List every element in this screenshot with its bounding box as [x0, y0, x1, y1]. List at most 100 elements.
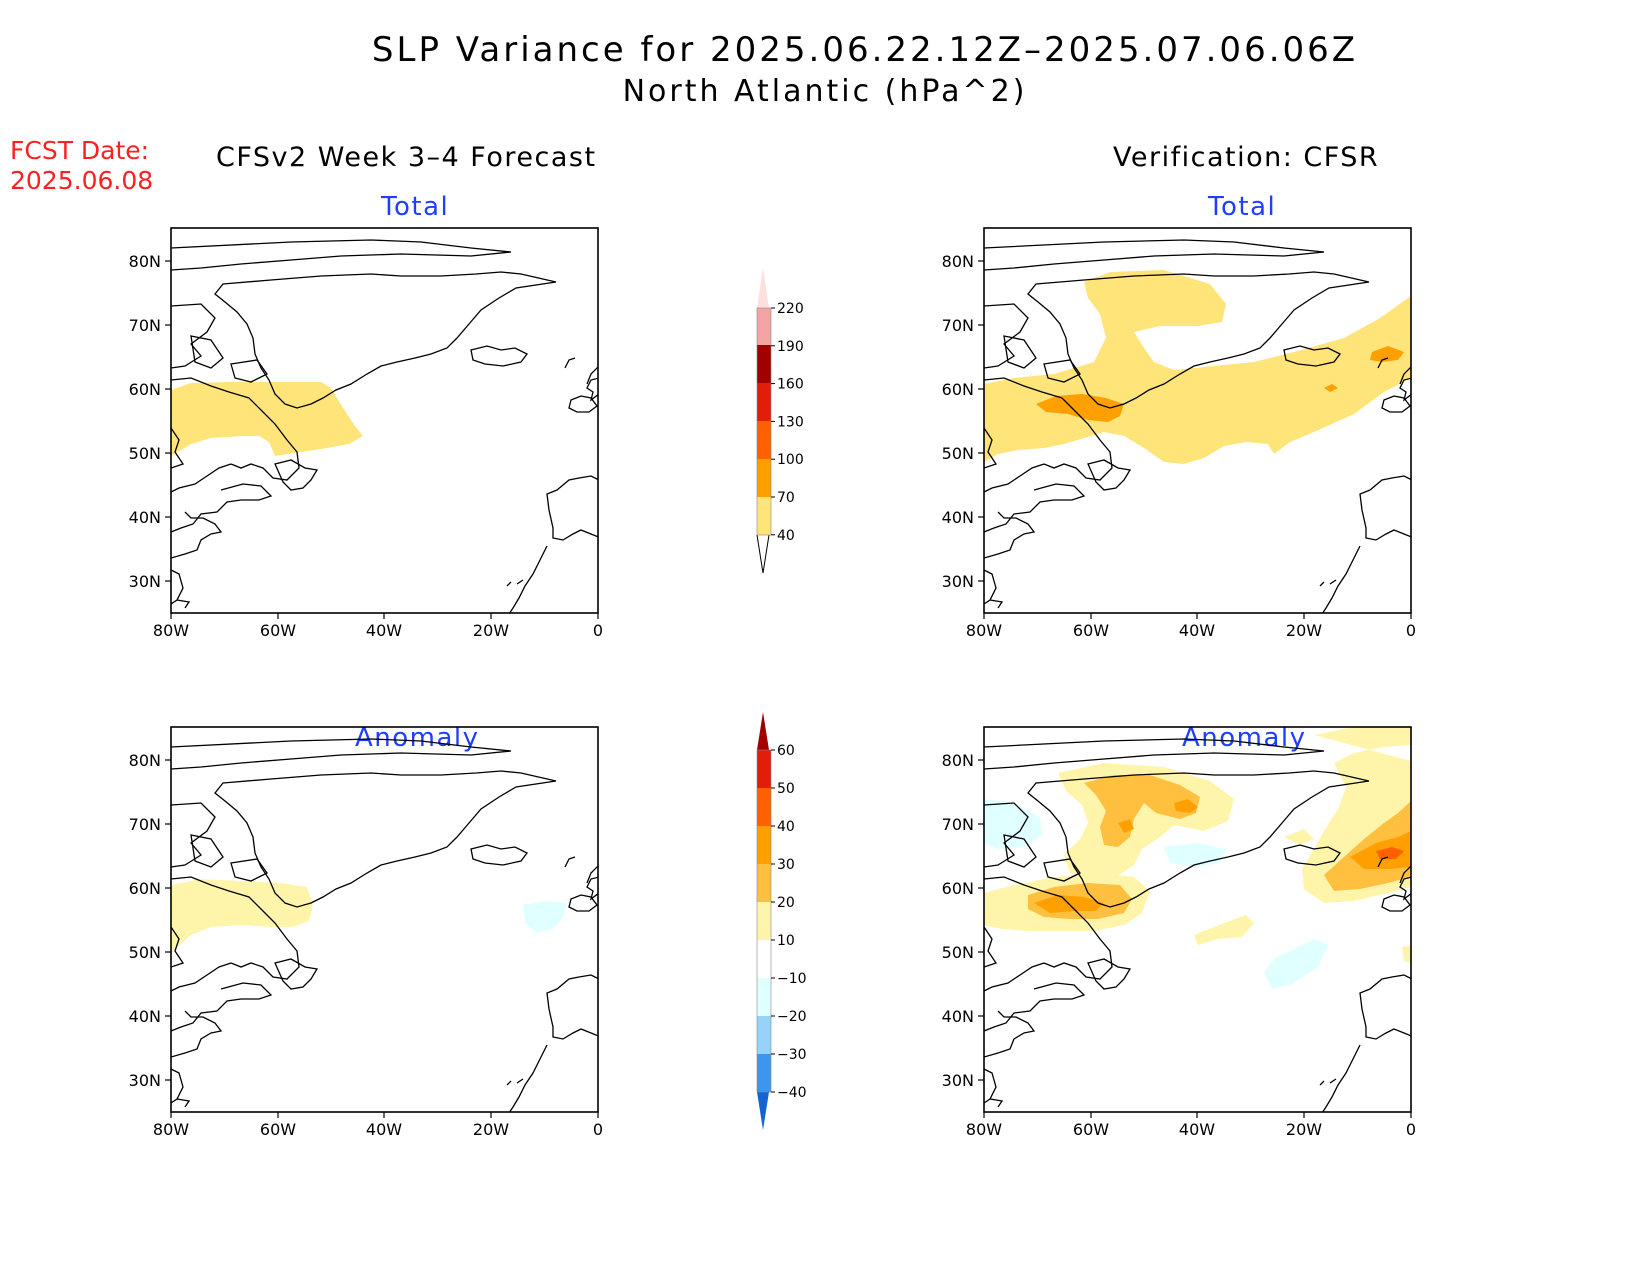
colorbar-tick-label: −30 — [777, 1047, 807, 1063]
colorbar-tick-label: 100 — [777, 452, 804, 468]
lat-tick-label: 80N — [129, 751, 161, 770]
map-forecast-total — [170, 227, 599, 614]
lon-tick-label: 20W — [1286, 1120, 1322, 1139]
lat-tick-label: 70N — [942, 815, 974, 834]
lon-tick-label: 60W — [1073, 621, 1109, 640]
anomaly-10-20-region — [171, 879, 313, 953]
map-forecast-anomaly — [170, 726, 599, 1113]
lat-tick-label: 30N — [129, 1071, 161, 1090]
colorbar-anomaly-bin-minus20-minus30 — [757, 1016, 771, 1054]
lon-tick-label: 0 — [1406, 1120, 1416, 1139]
colorbar-anomaly-bin-30-40 — [757, 826, 771, 864]
colorbar-tick-label: −20 — [777, 1009, 807, 1025]
anomaly-minus10-minus20-region — [1264, 939, 1328, 989]
lon-tick-label: 40W — [1179, 1120, 1215, 1139]
lon-tick-label: 40W — [366, 1120, 402, 1139]
colorbar-anomaly-bottom-triangle — [757, 1092, 769, 1130]
colorbar-total-bin-190 — [757, 345, 771, 383]
lon-tick-label: 20W — [473, 1120, 509, 1139]
lon-tick-label: 0 — [593, 1120, 603, 1139]
colorbar-total: 220 190 160 130 100 70 40 — [756, 268, 804, 574]
colorbar-total-bin-100 — [757, 459, 771, 497]
anomaly-minus10-minus20-region — [523, 901, 567, 933]
colorbar-tick-label: 20 — [777, 895, 795, 911]
verification-anomaly-title: Anomaly — [1182, 723, 1307, 753]
lon-tick-label: 60W — [260, 1120, 296, 1139]
lat-tick-label: 60N — [129, 380, 161, 399]
anomaly-10-20-region — [1402, 945, 1411, 963]
lat-tick-label: 60N — [129, 879, 161, 898]
variance-70-100-region — [1036, 394, 1124, 422]
lat-tick-label: 40N — [942, 508, 974, 527]
colorbar-tick-label: 130 — [777, 414, 804, 430]
colorbar-tick-label: −10 — [777, 971, 807, 987]
colorbar-tick-label: 10 — [777, 933, 795, 949]
lat-tick-label: 40N — [129, 1007, 161, 1026]
colorbar-anomaly-bin-40-50 — [757, 788, 771, 826]
colorbar-tick-label: 190 — [777, 339, 804, 355]
lat-tick-label: 30N — [942, 1071, 974, 1090]
variance-70-100-region — [1324, 384, 1338, 392]
chart-title: SLP Variance for 2025.06.22.12Z–2025.07.… — [371, 30, 1359, 70]
colorbar-total-bin-220 — [757, 308, 771, 345]
lon-tick-label: 20W — [473, 621, 509, 640]
colorbar-tick-label: 60 — [777, 743, 795, 759]
lon-tick-label: 0 — [593, 621, 603, 640]
colorbar-tick-label: 30 — [777, 857, 795, 873]
lon-tick-label: 40W — [366, 621, 402, 640]
forecast-anomaly-title: Anomaly — [355, 723, 480, 753]
lat-tick-label: 60N — [942, 879, 974, 898]
colorbar-tick-label: 220 — [777, 301, 804, 317]
anomaly-30-40-region — [1118, 819, 1134, 833]
anomaly-10-20-region — [1284, 829, 1314, 845]
lat-tick-label: 50N — [129, 943, 161, 962]
map-verification-anomaly — [983, 726, 1412, 1113]
lon-tick-label: 40W — [1179, 621, 1215, 640]
verification-total-title: Total — [1208, 192, 1277, 222]
anomaly-minus10-minus20-region — [1164, 843, 1226, 867]
colorbar-anomaly-bin-minus10-minus20 — [757, 978, 771, 1016]
colorbar-anomaly-bin-10-20 — [757, 902, 771, 940]
colorbar-anomaly-bin-20-30 — [757, 864, 771, 902]
lon-tick-label: 60W — [1073, 1120, 1109, 1139]
lat-tick-label: 80N — [129, 252, 161, 271]
lon-tick-label: 60W — [260, 621, 296, 640]
colorbar-tick-label: −40 — [777, 1085, 807, 1101]
variance-40-70-region — [171, 382, 363, 456]
lon-tick-label: 80W — [153, 1120, 189, 1139]
forecast-column-title: CFSv2 Week 3–4 Forecast — [216, 142, 597, 173]
lat-tick-label: 60N — [942, 380, 974, 399]
fcst-date-label: FCST Date: — [10, 136, 150, 165]
colorbar-total-bin-130 — [757, 421, 771, 459]
forecast-total-title: Total — [381, 192, 450, 222]
verification-column-title: Verification: CFSR — [1113, 142, 1380, 173]
lat-tick-label: 70N — [129, 316, 161, 335]
variance-70-100-region — [1370, 346, 1404, 362]
lat-tick-label: 40N — [942, 1007, 974, 1026]
axes-layer: 80N 70N 60N 50N 40N 30N 80W 60W 40W 20W 0 80N 70N 60N… — [129, 252, 1416, 1139]
lat-tick-label: 50N — [942, 444, 974, 463]
lon-tick-label: 80W — [153, 621, 189, 640]
colorbar-tick-label: 40 — [777, 528, 795, 544]
colorbar-tick-label: 50 — [777, 781, 795, 797]
fcst-date-block: FCST Date: 2025.06.08 — [10, 136, 153, 196]
colorbar-anomaly-top-triangle — [757, 712, 769, 750]
colorbar-anomaly-bin-50-60 — [757, 750, 771, 788]
lat-tick-label: 30N — [942, 572, 974, 591]
chart-subtitle: North Atlantic (hPa^2) — [622, 74, 1028, 109]
lat-tick-label: 80N — [942, 751, 974, 770]
colorbar-tick-label: 160 — [777, 377, 804, 393]
variance-40-70-region — [984, 270, 1411, 464]
lat-tick-label: 40N — [129, 508, 161, 527]
colorbar-anomaly-bin-neutral — [757, 940, 771, 978]
lon-tick-label: 0 — [1406, 621, 1416, 640]
anomaly-30-40-region — [1174, 799, 1198, 813]
anomaly-10-20-region — [1194, 915, 1254, 945]
anomaly-40-50-region — [1376, 847, 1404, 859]
fcst-date-value: 2025.06.08 — [10, 166, 154, 195]
lat-tick-label: 70N — [942, 316, 974, 335]
colorbar-anomaly: 60 50 40 30 20 10 −10 −20 −30 −40 — [756, 712, 807, 1130]
lon-tick-label: 80W — [966, 621, 1002, 640]
colorbar-tick-label: 70 — [777, 490, 795, 506]
